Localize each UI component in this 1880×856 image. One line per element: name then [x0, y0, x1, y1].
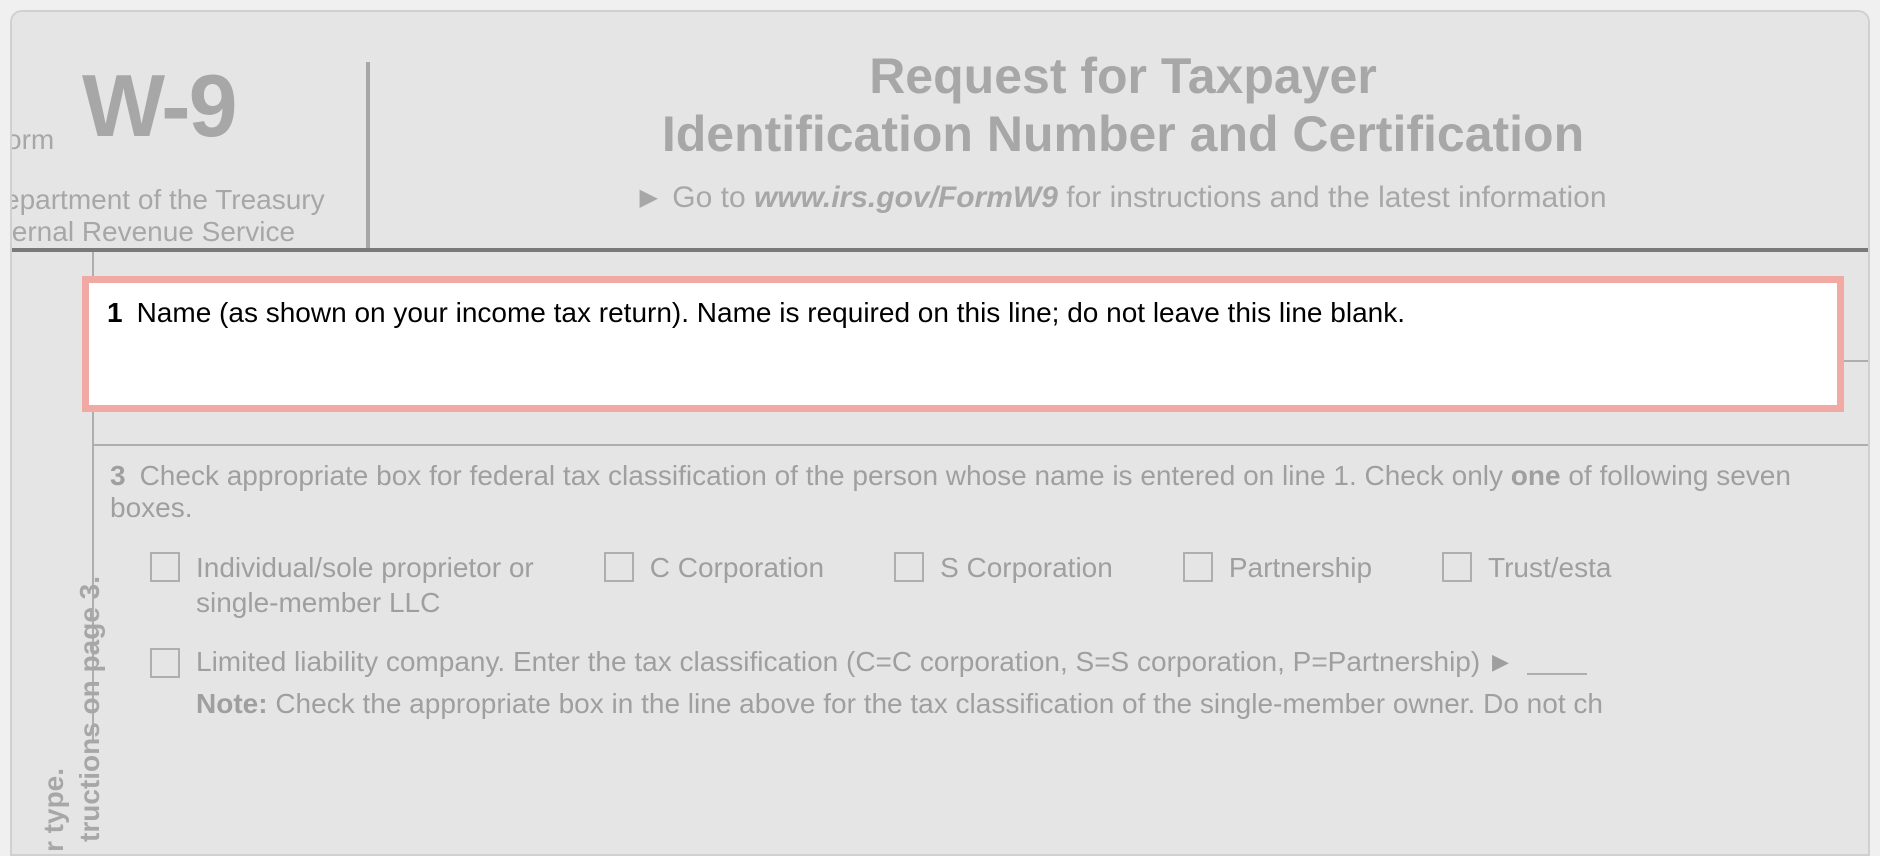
checkbox-label: S Corporation [940, 550, 1113, 585]
note-text: Check the appropriate box in the line ab… [268, 688, 1603, 719]
side-instruction-text-2: r type. [38, 768, 70, 852]
checkbox-label: C Corporation [650, 550, 824, 585]
triangle-icon: ▶ [1492, 649, 1509, 674]
checkbox-trust[interactable]: Trust/esta [1442, 550, 1611, 585]
checkbox-c-corp[interactable]: C Corporation [604, 550, 824, 585]
department-lines: epartment of the Treasury ternal Revenue… [10, 150, 352, 248]
checkbox-box[interactable] [1183, 552, 1213, 582]
checkbox-box[interactable] [150, 552, 180, 582]
checkbox-partnership[interactable]: Partnership [1183, 550, 1372, 585]
goto-prefix: Go to [672, 181, 754, 214]
checkbox-label: Partnership [1229, 550, 1372, 585]
header-right: Request for Taxpayer Identification Numb… [398, 42, 1868, 248]
goto-line: ▶ Go to www.irs.gov/FormW9 for instructi… [398, 181, 1848, 215]
line-1-number: 1 [107, 297, 123, 328]
form-title: Request for Taxpayer Identification Numb… [398, 48, 1848, 163]
form-page: orm W-9 epartment of the Treasury ternal… [10, 10, 1870, 856]
line-3-text-a: Check appropriate box for federal tax cl… [140, 460, 1511, 491]
checkbox-box[interactable] [894, 552, 924, 582]
line-1-text: Name (as shown on your income tax return… [137, 297, 1405, 328]
checkbox-box[interactable] [604, 552, 634, 582]
title-line-2: Identification Number and Certification [398, 106, 1848, 164]
line-3-bold: one [1511, 460, 1561, 491]
checkbox-s-corp[interactable]: S Corporation [894, 550, 1113, 585]
dept-line-2: ternal Revenue Service [10, 216, 352, 248]
side-instruction-text-1: tructions on page 3. [74, 576, 106, 842]
classification-checkboxes: Individual/sole proprietor or single-mem… [110, 524, 1868, 628]
goto-url: www.irs.gov/FormW9 [754, 181, 1058, 214]
goto-suffix: for instructions and the latest informat… [1058, 181, 1607, 214]
checkbox-llc-row[interactable]: Limited liability company. Enter the tax… [110, 628, 1868, 678]
llc-blank-line[interactable] [1527, 673, 1587, 675]
checkbox-label: Trust/esta [1488, 550, 1611, 585]
chk1-line-b: single-member LLC [196, 585, 534, 620]
llc-note: Note: Check the appropriate box in the l… [110, 678, 1868, 720]
title-line-1: Request for Taxpayer [398, 48, 1848, 106]
checkbox-label: Individual/sole proprietor or single-mem… [196, 550, 534, 620]
dept-line-1: epartment of the Treasury [10, 184, 352, 216]
line-3: 3 Check appropriate box for federal tax c… [94, 446, 1868, 740]
header-divider [366, 62, 370, 248]
line-1-highlight[interactable]: 1 Name (as shown on your income tax retur… [82, 276, 1844, 412]
chk1-line-a: Individual/sole proprietor or [196, 550, 534, 585]
header-left: orm W-9 epartment of the Treasury ternal… [12, 42, 352, 248]
line-3-number: 3 [110, 460, 126, 491]
triangle-icon: ▶ [639, 184, 657, 211]
checkbox-box[interactable] [150, 648, 180, 678]
note-label: Note: [196, 688, 268, 719]
llc-text-wrap: Limited liability company. Enter the tax… [196, 646, 1587, 678]
side-column: tructions on page 3. r type. [12, 252, 92, 740]
form-label: orm [10, 124, 54, 156]
form-code: W-9 [12, 42, 352, 150]
llc-text: Limited liability company. Enter the tax… [196, 646, 1480, 677]
checkbox-individual[interactable]: Individual/sole proprietor or single-mem… [150, 550, 534, 620]
checkbox-box[interactable] [1442, 552, 1472, 582]
form-header: orm W-9 epartment of the Treasury ternal… [12, 12, 1868, 248]
